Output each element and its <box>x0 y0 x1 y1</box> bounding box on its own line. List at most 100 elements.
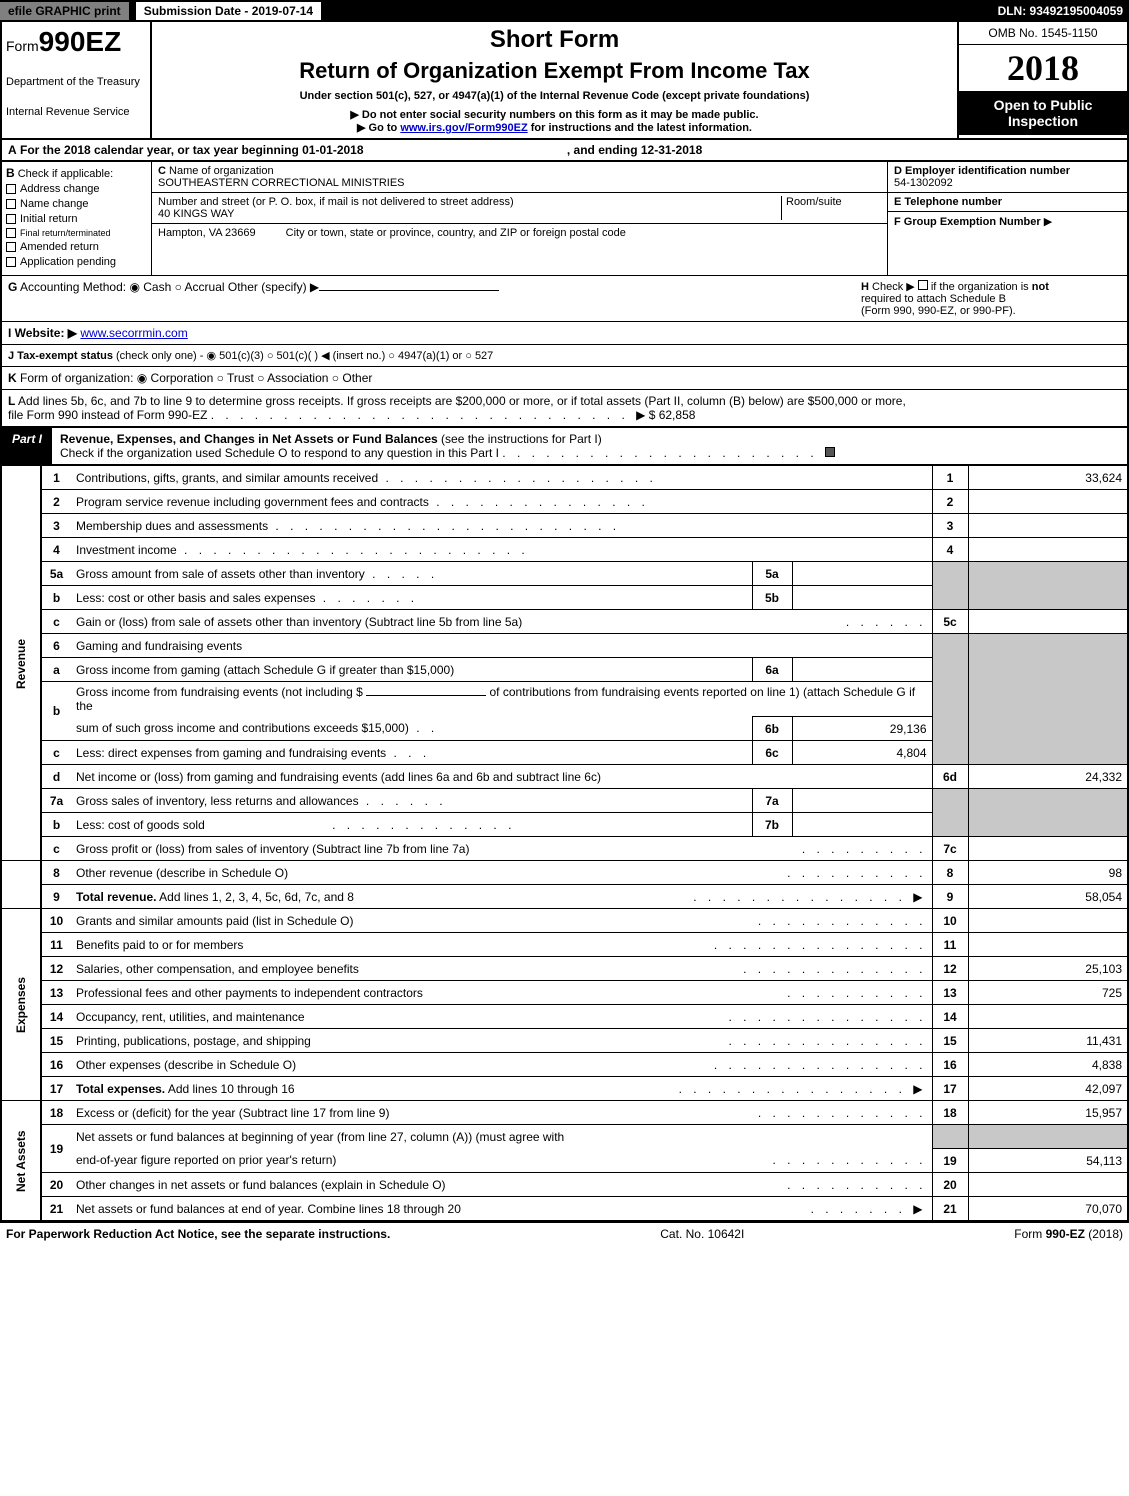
h-check: Check ▶ <box>872 281 915 293</box>
sn-6c: 6c <box>752 741 792 765</box>
row-11: 11 Benefits paid to or for members . . .… <box>1 933 1128 957</box>
row-17: 17 Total expenses. Add lines 10 through … <box>1 1077 1128 1101</box>
side-expenses: Expenses <box>1 909 41 1101</box>
d-label: D Employer identification number <box>894 165 1070 177</box>
desc-4: Investment income <box>76 543 177 557</box>
row-a-text1: For the 2018 calendar year, or tax year … <box>20 143 364 157</box>
check-name-change[interactable]: Name change <box>6 198 147 210</box>
l-dots: . . . . . . . . . . . . . . . . . . . . … <box>211 408 636 422</box>
part1-desc: Revenue, Expenses, and Changes in Net As… <box>52 428 1127 464</box>
l-amount: ▶ $ 62,858 <box>636 408 695 422</box>
val-8: 98 <box>968 861 1128 885</box>
val-18: 15,957 <box>968 1101 1128 1125</box>
cn-7c: 7c <box>932 837 968 861</box>
check-address-change[interactable]: Address change <box>6 183 147 195</box>
g-other[interactable]: Other (specify) ▶ <box>228 280 319 294</box>
val-16: 4,838 <box>968 1053 1128 1077</box>
row-7a: 7a Gross sales of inventory, less return… <box>1 789 1128 813</box>
tax-year: 2018 <box>959 45 1127 91</box>
cn-16: 16 <box>932 1053 968 1077</box>
g-cash[interactable]: ◉ Cash <box>129 280 171 294</box>
cn-9: 9 <box>932 885 968 909</box>
checkbox-icon <box>6 214 16 224</box>
website-link[interactable]: www.secorrmin.com <box>80 326 187 340</box>
check-final-return[interactable]: Final return/terminated <box>6 228 147 238</box>
subline-1: Under section 501(c), 527, or 4947(a)(1)… <box>156 90 953 102</box>
check-initial-return[interactable]: Initial return <box>6 213 147 225</box>
desc-2: Program service revenue including govern… <box>76 495 429 509</box>
g-left: G Accounting Method: ◉ Cash ○ Accrual Ot… <box>8 280 499 317</box>
sv-6c: 4,804 <box>792 741 932 765</box>
part1-checkbox[interactable] <box>825 447 835 457</box>
chk-label-0: Address change <box>20 183 100 195</box>
val-2 <box>968 490 1128 514</box>
ln-10: 10 <box>41 909 71 933</box>
val-19: 54,113 <box>968 1149 1128 1173</box>
ln-14: 14 <box>41 1005 71 1029</box>
desc-5a: Gross amount from sale of assets other t… <box>76 567 365 581</box>
sn-7a: 7a <box>752 789 792 813</box>
omb-number: OMB No. 1545-1150 <box>959 22 1127 45</box>
b-title: Check if applicable: <box>18 168 113 180</box>
desc-15: Printing, publications, postage, and shi… <box>76 1034 311 1048</box>
dept-treasury: Department of the Treasury <box>6 76 146 88</box>
chk-label-2: Initial return <box>20 213 77 225</box>
cn-15: 15 <box>932 1029 968 1053</box>
org-name-row: C Name of organization SOUTHEASTERN CORR… <box>152 162 887 193</box>
l-label: L <box>8 394 15 408</box>
sv-7b <box>792 813 932 837</box>
j-text: (check only one) - ◉ 501(c)(3) ○ 501(c)(… <box>116 350 493 362</box>
chk-label-5: Application pending <box>20 256 116 268</box>
address-row: Number and street (or P. O. box, if mail… <box>152 193 887 224</box>
val-14 <box>968 1005 1128 1029</box>
desc-6d: Net income or (loss) from gaming and fun… <box>71 765 932 789</box>
form-prefix: Form <box>6 38 39 54</box>
sub3-prefix: ▶ Go to <box>357 122 400 134</box>
row-2: 2 Program service revenue including gove… <box>1 490 1128 514</box>
footer-left: For Paperwork Reduction Act Notice, see … <box>6 1227 390 1241</box>
ln-7a: 7a <box>41 789 71 813</box>
top-bar: efile GRAPHIC print Submission Date - 20… <box>0 0 1129 22</box>
f-arrow: ▶ <box>1044 216 1052 228</box>
ein-row: D Employer identification number 54-1302… <box>888 162 1127 193</box>
g-accrual[interactable]: ○ Accrual <box>175 280 225 294</box>
k-label: K <box>8 371 17 385</box>
section-l: L Add lines 5b, 6c, and 7b to line 9 to … <box>0 390 1129 428</box>
form-header: Form990EZ Department of the Treasury Int… <box>0 22 1129 140</box>
chk-label-3: Final return/terminated <box>20 228 111 238</box>
ln-11: 11 <box>41 933 71 957</box>
ln-4: 4 <box>41 538 71 562</box>
h-checkbox[interactable] <box>918 280 928 290</box>
desc-7a: Gross sales of inventory, less returns a… <box>76 794 359 808</box>
h-text3: required to attach Schedule B <box>861 293 1006 305</box>
open-line1: Open to Public <box>961 97 1125 113</box>
efile-print-button[interactable]: efile GRAPHIC print <box>0 2 131 20</box>
irs-link[interactable]: www.irs.gov/Form990EZ <box>400 122 527 134</box>
checkbox-icon <box>6 228 16 238</box>
check-application-pending[interactable]: Application pending <box>6 256 147 268</box>
telephone-row: E Telephone number <box>888 193 1127 212</box>
desc-13: Professional fees and other payments to … <box>76 986 423 1000</box>
sub3-suffix: for instructions and the latest informat… <box>528 122 752 134</box>
sn-6a: 6a <box>752 658 792 682</box>
check-amended-return[interactable]: Amended return <box>6 241 147 253</box>
row-3: 3 Membership dues and assessments . . . … <box>1 514 1128 538</box>
val-10 <box>968 909 1128 933</box>
h-right: H Check ▶ if the organization is not req… <box>861 280 1121 317</box>
e-label: E Telephone number <box>894 196 1002 208</box>
desc-20: Other changes in net assets or fund bala… <box>76 1178 446 1192</box>
val-13: 725 <box>968 981 1128 1005</box>
row-5c: c Gain or (loss) from sale of assets oth… <box>1 610 1128 634</box>
l-text2: file Form 990 instead of Form 990-EZ <box>8 408 207 422</box>
desc-12: Salaries, other compensation, and employ… <box>76 962 359 976</box>
ln-6c: c <box>41 741 71 765</box>
row-6d: d Net income or (loss) from gaming and f… <box>1 765 1128 789</box>
desc-10: Grants and similar amounts paid (list in… <box>76 914 353 928</box>
k-text: Form of organization: ◉ Corporation ○ Tr… <box>20 371 372 385</box>
sv-5a <box>792 562 932 586</box>
ln-21: 21 <box>41 1197 71 1221</box>
row-4: 4 Investment income . . . . . . . . . . … <box>1 538 1128 562</box>
i-label: I Website: ▶ <box>8 326 77 340</box>
val-7c <box>968 837 1128 861</box>
group-exemption-row: F Group Exemption Number ▶ <box>888 212 1127 231</box>
